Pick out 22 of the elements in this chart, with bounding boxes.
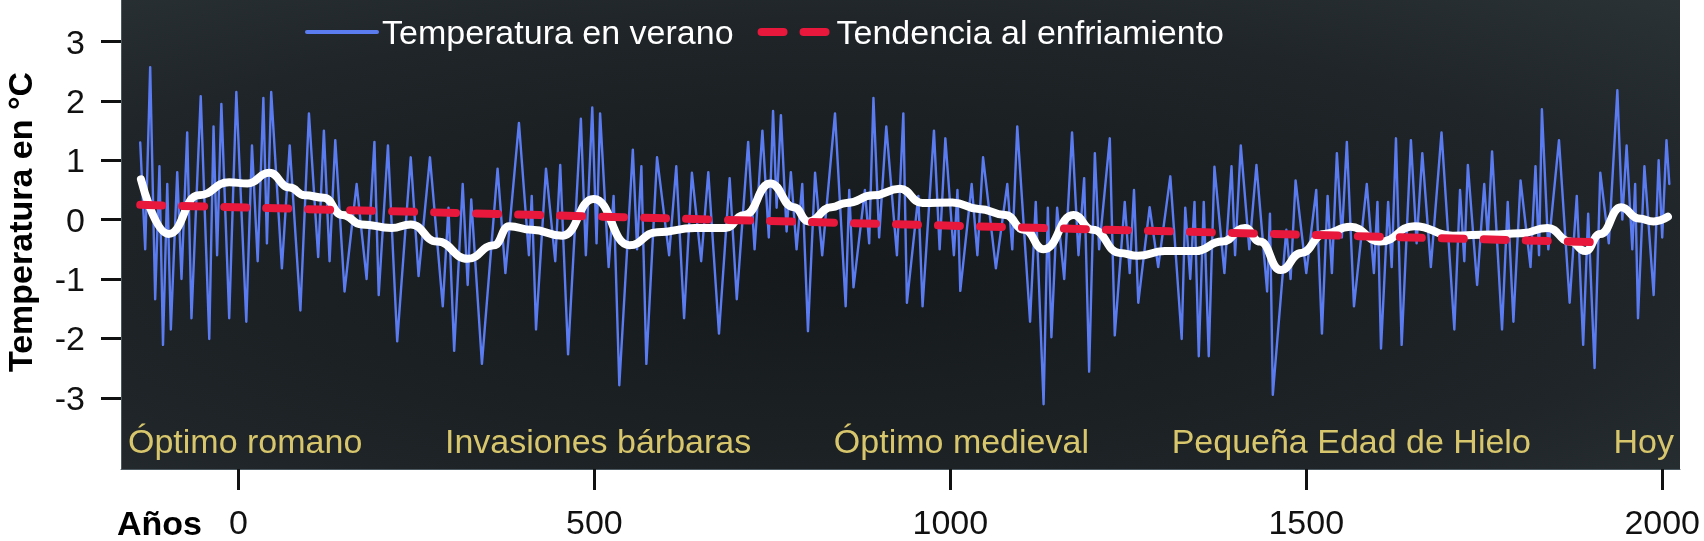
y-tick-label: 0 <box>66 200 85 239</box>
y-tick-label: -2 <box>54 319 85 358</box>
x-axis-title: Años <box>117 504 202 541</box>
annotation: Pequeña Edad de Hielo <box>1171 421 1531 461</box>
annotation: Invasiones bárbaras <box>445 421 752 461</box>
x-tick-label: 2000 <box>1624 503 1701 541</box>
annotation: Óptimo medieval <box>833 421 1089 461</box>
x-tick-label: 1500 <box>1268 503 1345 541</box>
y-axis-title: Temperatura en °C <box>1 71 39 373</box>
y-tick-label: -1 <box>54 260 85 299</box>
annotation: Hoy <box>1613 421 1674 461</box>
y-tick-label: 2 <box>66 81 85 120</box>
y-tick-label: 3 <box>66 22 85 61</box>
line-series <box>139 65 1671 406</box>
x-tick-label: 1000 <box>912 503 989 541</box>
x-tick-label: 500 <box>566 503 623 541</box>
x-tick-label: 0 <box>229 503 248 541</box>
annotation: Óptimo romano <box>128 421 363 461</box>
y-tick-label: -3 <box>54 378 85 417</box>
y-tick-label: 1 <box>66 141 85 180</box>
legend-label: Temperatura en verano <box>382 13 734 51</box>
legend-label: Tendencia al enfriamiento <box>836 13 1225 51</box>
